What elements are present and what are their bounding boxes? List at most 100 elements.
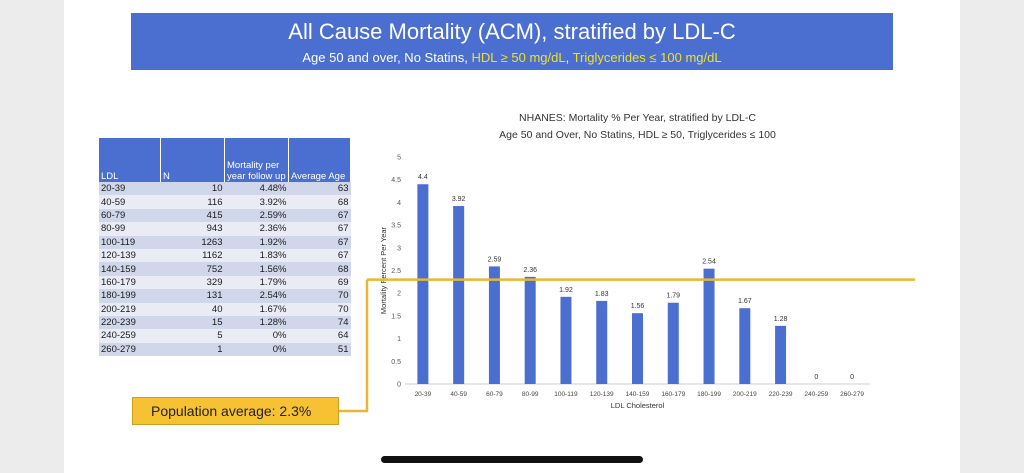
mortality-cell: 1.92% — [224, 235, 289, 249]
ldl-cell: 40-59 — [99, 195, 161, 209]
bar-180-199 — [703, 268, 715, 384]
age-cell: 67 — [288, 222, 351, 236]
ldl-cell: 60-79 — [99, 208, 161, 223]
age-cell: 51 — [288, 342, 351, 357]
y-tick-label: 1.5 — [391, 313, 401, 320]
table-header-mortality: Mortality per year follow up — [224, 138, 289, 182]
ldl-mortality-table: LDL N Mortality per year follow up Avera… — [99, 138, 351, 357]
y-tick-label: 5 — [397, 155, 401, 162]
n-cell: 1162 — [160, 248, 225, 263]
y-tick-label: 3.5 — [391, 223, 401, 230]
mortality-cell: 1.83% — [224, 248, 289, 263]
x-tick-label: 180-199 — [697, 391, 721, 398]
ldl-cell: 240-259 — [99, 329, 161, 343]
n-cell: 1 — [160, 342, 225, 357]
subtitle-separator: , — [565, 50, 573, 65]
age-cell: 68 — [288, 195, 351, 209]
bar-200-219 — [739, 308, 751, 384]
data-label: 1.56 — [631, 303, 645, 310]
table-row: 220-239 15 1.28% 74 — [99, 315, 351, 330]
table-row: 240-259 5 0% 64 — [99, 329, 351, 343]
subtitle-triglycerides: Triglycerides ≤ 100 mg/dL — [572, 50, 722, 65]
age-cell: 70 — [288, 302, 351, 316]
population-average-callout: Population average: 2.3% — [132, 397, 339, 425]
y-tick-label: 0 — [397, 382, 401, 389]
mortality-cell: 1.56% — [224, 262, 289, 276]
data-label: 4.4 — [418, 174, 428, 181]
slide-title: All Cause Mortality (ACM), stratified by… — [288, 19, 736, 44]
bar-100-119 — [560, 296, 572, 384]
mortality-cell: 3.92% — [224, 195, 289, 209]
n-cell: 415 — [160, 208, 225, 223]
data-label: 0 — [850, 374, 854, 381]
chart-subtitle: Age 50 and Over, No Statins, HDL ≥ 50, T… — [499, 129, 776, 141]
bar-140-159 — [632, 313, 643, 384]
table-row: 160-179 329 1.79% 69 — [99, 275, 351, 290]
chart-title: NHANES: Mortality % Per Year, stratified… — [519, 112, 756, 124]
bar-120-139 — [596, 300, 608, 384]
data-label: 2.54 — [702, 259, 716, 266]
ldl-cell: 220-239 — [99, 315, 161, 330]
ldl-cell: 20-39 — [99, 182, 161, 196]
mortality-cell: 1.67% — [224, 302, 289, 316]
bar-60-79 — [488, 266, 500, 384]
table-header-average-age: Average Age — [288, 138, 351, 182]
x-tick-label: 60-79 — [486, 391, 503, 398]
n-cell: 5 — [160, 329, 225, 343]
n-cell: 40 — [160, 302, 225, 316]
x-tick-label: 80-99 — [522, 391, 539, 398]
table-header-n: N — [160, 138, 225, 182]
ldl-cell: 180-199 — [99, 289, 161, 303]
table-body: 20-39 10 4.48% 63 40-59 116 3.92% 68 60-79 415 2.5… — [99, 182, 351, 357]
bar-220-239 — [775, 325, 787, 384]
x-tick-label: 120-139 — [590, 391, 614, 398]
bar-80-99 — [524, 276, 536, 384]
data-label: 2.59 — [488, 256, 502, 263]
data-label: 1.83 — [595, 291, 609, 298]
data-label: 3.92 — [452, 196, 466, 203]
population-average-connector — [339, 279, 369, 413]
subtitle-prefix: Age 50 and over, No Statins, — [302, 50, 472, 65]
bar-40-59 — [453, 206, 465, 384]
slide-subtitle: Age 50 and over, No Statins, HDL ≥ 50 mg… — [131, 50, 893, 65]
mortality-cell: 2.36% — [224, 222, 289, 236]
x-tick-label: 20-39 — [415, 391, 432, 398]
n-cell: 752 — [160, 262, 225, 276]
data-label: 1.28 — [774, 316, 788, 323]
data-label: 1.79 — [666, 293, 680, 300]
y-tick-label: 4.5 — [391, 177, 401, 184]
table-row: 180-199 131 2.54% 70 — [99, 289, 351, 303]
title-banner: All Cause Mortality (ACM), stratified by… — [131, 13, 893, 70]
n-cell: 329 — [160, 275, 225, 290]
table-row: 40-59 116 3.92% 68 — [99, 195, 351, 209]
table-header-row: LDL N Mortality per year follow up Avera… — [99, 138, 351, 182]
ldl-cell: 120-139 — [99, 248, 161, 263]
ldl-cell: 100-119 — [99, 235, 161, 249]
age-cell: 68 — [288, 262, 351, 276]
x-tick-label: 220-239 — [769, 391, 793, 398]
mortality-cell: 1.28% — [224, 315, 289, 330]
mortality-cell: 2.59% — [224, 208, 289, 223]
table-row: 100-119 1263 1.92% 67 — [99, 235, 351, 249]
x-tick-label: 100-119 — [554, 391, 578, 398]
y-tick-label: 0.5 — [391, 359, 401, 366]
table-row: 80-99 943 2.36% 67 — [99, 222, 351, 236]
table-header-ldl: LDL — [99, 138, 161, 182]
ldl-cell: 260-279 — [99, 342, 161, 357]
table-row: 60-79 415 2.59% 67 — [99, 208, 351, 223]
table-row: 20-39 10 4.48% 63 — [99, 182, 351, 196]
mortality-cell: 0% — [224, 342, 289, 357]
table-row: 200-219 40 1.67% 70 — [99, 302, 351, 316]
age-cell: 69 — [288, 275, 351, 290]
age-cell: 74 — [288, 315, 351, 330]
home-indicator — [381, 456, 643, 463]
x-tick-label: 240-259 — [804, 391, 828, 398]
subtitle-hdl: HDL ≥ 50 mg/dL — [471, 50, 566, 65]
y-tick-label: 3 — [397, 245, 401, 252]
ldl-cell: 140-159 — [99, 262, 161, 276]
bar-20-39 — [417, 184, 429, 384]
ldl-cell: 80-99 — [99, 222, 161, 236]
x-tick-label: 140-159 — [626, 391, 650, 398]
data-label: 1.92 — [559, 287, 573, 294]
